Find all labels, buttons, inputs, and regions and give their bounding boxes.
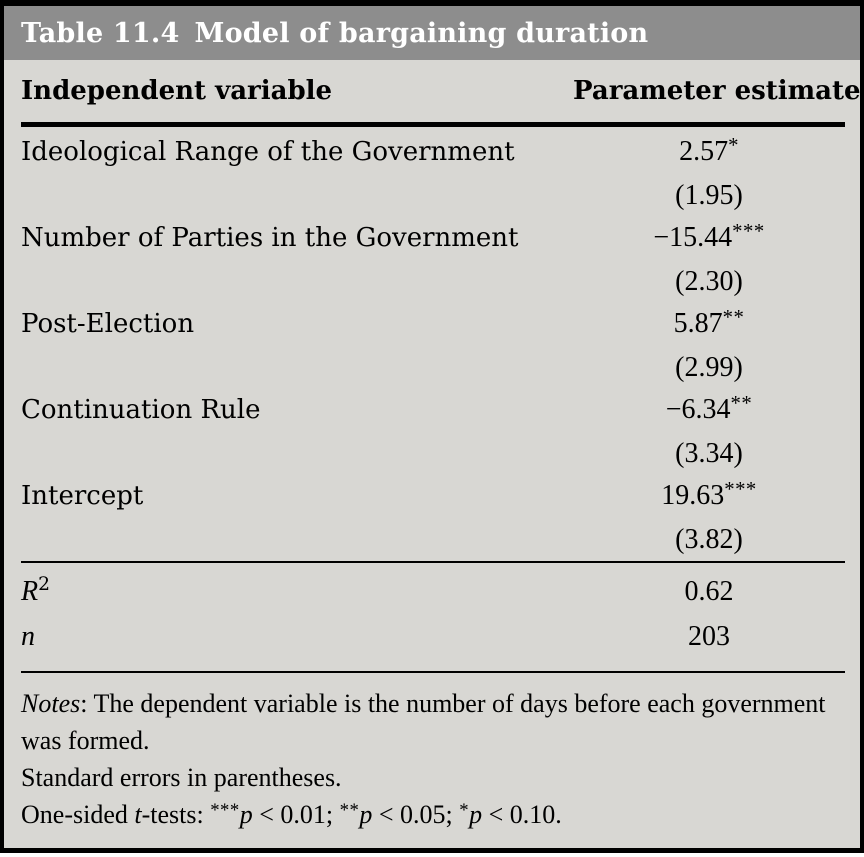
column-header-variable: Independent variable — [21, 76, 333, 106]
stat-row-r-squared: R2 0.62 — [21, 571, 845, 616]
note-dependent-variable-line1: Notes: The dependent variable is the num… — [21, 689, 826, 718]
variable-label: Post-Election — [21, 309, 195, 339]
variable-label-empty — [21, 519, 573, 561]
estimate-value: 5.87** — [673, 307, 745, 339]
model-fit-stats: R2 0.62 n 203 — [4, 563, 860, 671]
table-row-se: (1.95) — [21, 175, 845, 217]
table-row-se: (2.99) — [21, 347, 845, 389]
estimate-value: 2.57* — [679, 135, 739, 167]
variable-label-empty — [21, 261, 573, 303]
stat-label: R2 — [21, 574, 51, 607]
column-header-estimate: Parameter estimate — [573, 76, 861, 106]
estimate-value: 19.63*** — [661, 479, 757, 511]
significance-stars: * — [728, 135, 739, 157]
variable-label-empty — [21, 433, 573, 475]
standard-error-value: (1.95) — [675, 180, 743, 211]
table-row-se: (3.82) — [21, 519, 845, 561]
stat-value: 0.62 — [684, 576, 734, 607]
r-squared-exponent: 2 — [38, 574, 51, 595]
table-number: Table 11.4 — [21, 17, 180, 49]
two-stars: ** — [339, 800, 360, 821]
table-notes: Notes: The dependent variable is the num… — [4, 673, 860, 848]
stat-value: 203 — [688, 621, 730, 652]
standard-error-value: (2.30) — [675, 266, 743, 297]
standard-error-value: (3.34) — [675, 438, 743, 469]
estimate-value: −6.34** — [665, 393, 753, 425]
table-row-se: (2.30) — [21, 261, 845, 303]
notes-label: Notes — [21, 689, 81, 718]
note-dependent-variable-line2: was formed. — [21, 726, 150, 755]
notes-section-rule — [21, 671, 845, 673]
significance-stars: ** — [730, 393, 753, 415]
table-row: Intercept 19.63*** — [21, 475, 845, 519]
data-rows: Ideological Range of the Government 2.57… — [4, 127, 860, 561]
column-header-row: Independent variable Parameter estimate — [4, 60, 861, 122]
stat-row-n: n 203 — [21, 616, 845, 661]
stats-section-top-rule — [21, 561, 845, 563]
variable-label: Intercept — [21, 481, 144, 511]
estimate-value: −15.44*** — [653, 221, 765, 253]
significance-stars: *** — [732, 221, 765, 243]
header-rule — [21, 122, 845, 127]
significance-stars: ** — [722, 307, 745, 329]
standard-error-value: (3.82) — [675, 524, 743, 555]
variable-label: Continuation Rule — [21, 395, 261, 425]
variable-label-empty — [21, 175, 573, 217]
variable-label: Ideological Range of the Government — [21, 137, 515, 167]
table-title-band: Table 11.4 Model of bargaining duration — [4, 6, 860, 60]
significance-stars: *** — [724, 479, 757, 501]
stat-label: n — [21, 621, 35, 652]
standard-error-value: (2.99) — [675, 352, 743, 383]
note-significance-legend: One-sided t-tests: ***p < 0.01; **p < 0.… — [21, 800, 562, 829]
variable-label: Number of Parties in the Government — [21, 223, 519, 253]
variable-label-empty — [21, 347, 573, 389]
table-row: Post-Election 5.87** — [21, 303, 845, 347]
one-star: * — [459, 800, 470, 821]
note-standard-errors: Standard errors in parentheses. — [21, 763, 342, 792]
three-stars: *** — [210, 800, 240, 821]
table-row: Number of Parties in the Government −15.… — [21, 217, 845, 261]
table-row: Ideological Range of the Government 2.57… — [21, 131, 845, 175]
table-row-se: (3.34) — [21, 433, 845, 475]
table-title: Model of bargaining duration — [194, 17, 649, 49]
table-row: Continuation Rule −6.34** — [21, 389, 845, 433]
